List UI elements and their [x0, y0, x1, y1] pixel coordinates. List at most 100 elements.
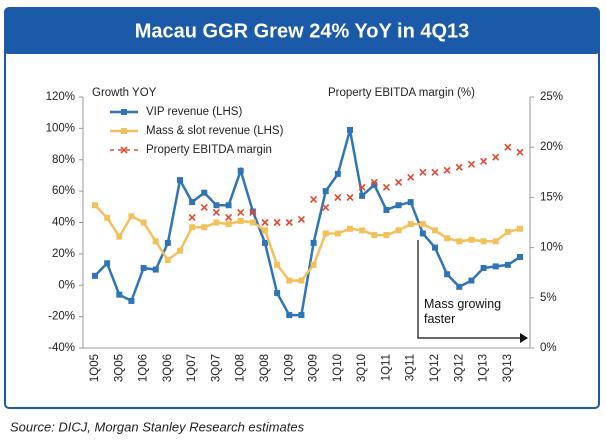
- x-tick-label: 1Q12: [429, 354, 441, 382]
- annotation-arrow: [417, 240, 520, 339]
- marker: [237, 217, 244, 224]
- legend-marker: [121, 128, 127, 134]
- marker: [371, 232, 378, 239]
- marker: [480, 238, 487, 245]
- marker: [249, 219, 256, 226]
- y2-tick-label: 25%: [540, 91, 563, 103]
- annotation: Mass growing faster: [424, 297, 502, 326]
- marker: [201, 224, 208, 231]
- marker: [212, 208, 220, 217]
- marker: [395, 178, 403, 186]
- marker: [274, 261, 281, 268]
- x-tick-label: 3Q09: [308, 354, 320, 382]
- x-tick-label: 3Q11: [405, 354, 417, 381]
- marker: [322, 230, 329, 237]
- marker: [419, 168, 427, 176]
- x-tick-label: 1Q11: [380, 354, 392, 381]
- marker: [189, 224, 196, 231]
- marker: [347, 126, 353, 133]
- marker: [262, 227, 268, 234]
- marker: [273, 218, 281, 227]
- marker: [492, 238, 499, 245]
- marker: [286, 312, 293, 319]
- marker: [517, 225, 523, 232]
- marker: [262, 239, 268, 246]
- marker: [225, 221, 232, 228]
- marker: [516, 148, 524, 156]
- marker: [310, 261, 317, 268]
- marker: [504, 261, 511, 268]
- marker: [152, 266, 159, 273]
- marker: [432, 244, 438, 251]
- marker: [92, 272, 98, 279]
- legend-marker: [120, 146, 128, 154]
- marker: [128, 213, 135, 220]
- y2-tick-label: 5%: [540, 292, 557, 304]
- legend-marker: [121, 109, 127, 115]
- marker: [443, 166, 451, 174]
- marker: [468, 277, 475, 284]
- y-tick-label: 0%: [58, 279, 75, 291]
- marker: [213, 202, 220, 209]
- y-tick-label: 100%: [46, 122, 75, 134]
- marker: [104, 214, 111, 221]
- marker: [261, 218, 269, 227]
- marker: [480, 264, 487, 271]
- marker: [225, 213, 233, 222]
- x-tick-label: 1Q13: [478, 354, 490, 382]
- y2-tick-label: 10%: [540, 242, 563, 254]
- x-tick-label: 1Q05: [89, 354, 101, 382]
- title-band: [5, 8, 599, 54]
- y2-tick-label: 15%: [540, 191, 563, 203]
- marker: [274, 290, 281, 297]
- y2-tick-label: 20%: [540, 141, 563, 153]
- legend-label: VIP revenue (LHS): [146, 106, 242, 118]
- y-tick-label: 60%: [52, 185, 75, 197]
- marker: [322, 188, 329, 195]
- marker: [116, 291, 123, 298]
- x-tick-label: 3Q08: [259, 354, 271, 382]
- marker: [383, 232, 390, 239]
- marker: [188, 213, 196, 222]
- y-tick-label: 120%: [46, 91, 75, 103]
- marker: [116, 233, 123, 240]
- y-axis-label: Growth YOY: [92, 87, 157, 99]
- marker: [334, 230, 341, 237]
- marker: [504, 228, 511, 235]
- x-tick-label: 3Q06: [162, 354, 174, 382]
- marker: [104, 260, 111, 267]
- marker: [237, 208, 245, 217]
- x-tick-label: 1Q09: [283, 354, 295, 382]
- marker: [407, 173, 415, 181]
- marker: [189, 199, 196, 206]
- marker: [517, 254, 523, 261]
- x-tick-label: 1Q07: [186, 354, 198, 382]
- marker: [128, 297, 135, 304]
- marker: [298, 312, 305, 319]
- x-tick-label: 3Q13: [502, 354, 514, 382]
- marker: [334, 193, 342, 201]
- y-tick-label: -40%: [48, 342, 75, 354]
- y-tick-label: 20%: [52, 248, 75, 260]
- marker: [237, 167, 244, 174]
- marker: [92, 202, 98, 209]
- marker: [200, 203, 208, 212]
- marker: [297, 215, 305, 224]
- marker: [140, 264, 147, 271]
- marker: [358, 183, 366, 191]
- marker: [225, 202, 232, 209]
- x-tick-label: 1Q10: [332, 354, 344, 382]
- y-tick-label: -20%: [48, 311, 75, 323]
- marker: [407, 221, 414, 228]
- marker: [432, 227, 438, 234]
- marker: [455, 163, 463, 171]
- marker: [322, 203, 330, 212]
- y2-axis-label: Property EBITDA margin (%): [328, 87, 475, 99]
- marker: [468, 236, 475, 243]
- marker: [492, 263, 499, 270]
- marker: [370, 178, 378, 186]
- marker: [177, 177, 183, 184]
- marker: [419, 230, 426, 237]
- y-tick-label: 40%: [52, 217, 75, 229]
- marker: [249, 208, 257, 217]
